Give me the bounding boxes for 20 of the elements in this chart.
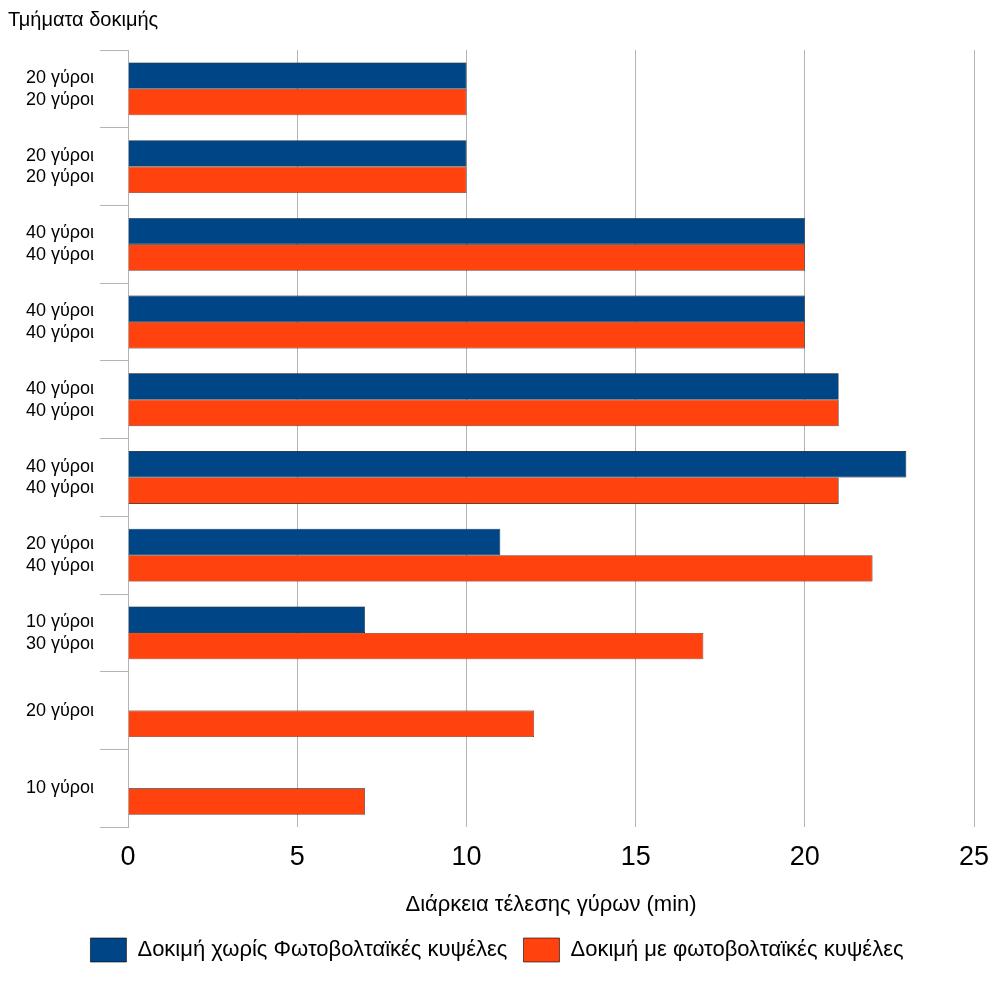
y-tick-label: 40 γύροι 40 γύροι — [25, 455, 95, 498]
y-axis-title: Τμήματα δοκιμής — [8, 7, 159, 30]
y-tick-label: 20 γύροι 20 γύροι — [25, 67, 95, 109]
legend-label: Δοκιμή με φωτοβολταϊκές κυψέλες — [570, 936, 904, 962]
y-tick-label: 20 γύροι 40 γύροι — [25, 533, 95, 575]
x-tick-label: 20 — [789, 840, 820, 871]
x-tick-label: 5 — [289, 840, 305, 871]
y-tick-label: 20 γύροι 20 γύροι — [25, 144, 95, 187]
y-tick-label: 20 γύροι — [25, 699, 95, 720]
y-tick-label: 40 γύροι 40 γύροι — [25, 377, 95, 420]
x-tick-label: 10 — [451, 840, 482, 871]
y-tick-label: 10 γύροι — [25, 777, 95, 798]
y-tick-label: 40 γύροι 40 γύροι — [25, 300, 95, 342]
x-tick-label: 25 — [958, 840, 990, 871]
x-tick-label: 15 — [620, 840, 651, 871]
y-tick-label: 10 γύροι 30 γύροι — [25, 611, 95, 653]
legend-label: Δοκιμή χωρίς Φωτοβολταϊκές κυψέλες — [137, 936, 508, 962]
x-tick-label: 0 — [120, 840, 136, 871]
y-tick-label: 40 γύροι 40 γύροι — [25, 222, 95, 265]
x-axis-title: Διάρκεια τέλεσης γύρων (min) — [405, 890, 697, 916]
